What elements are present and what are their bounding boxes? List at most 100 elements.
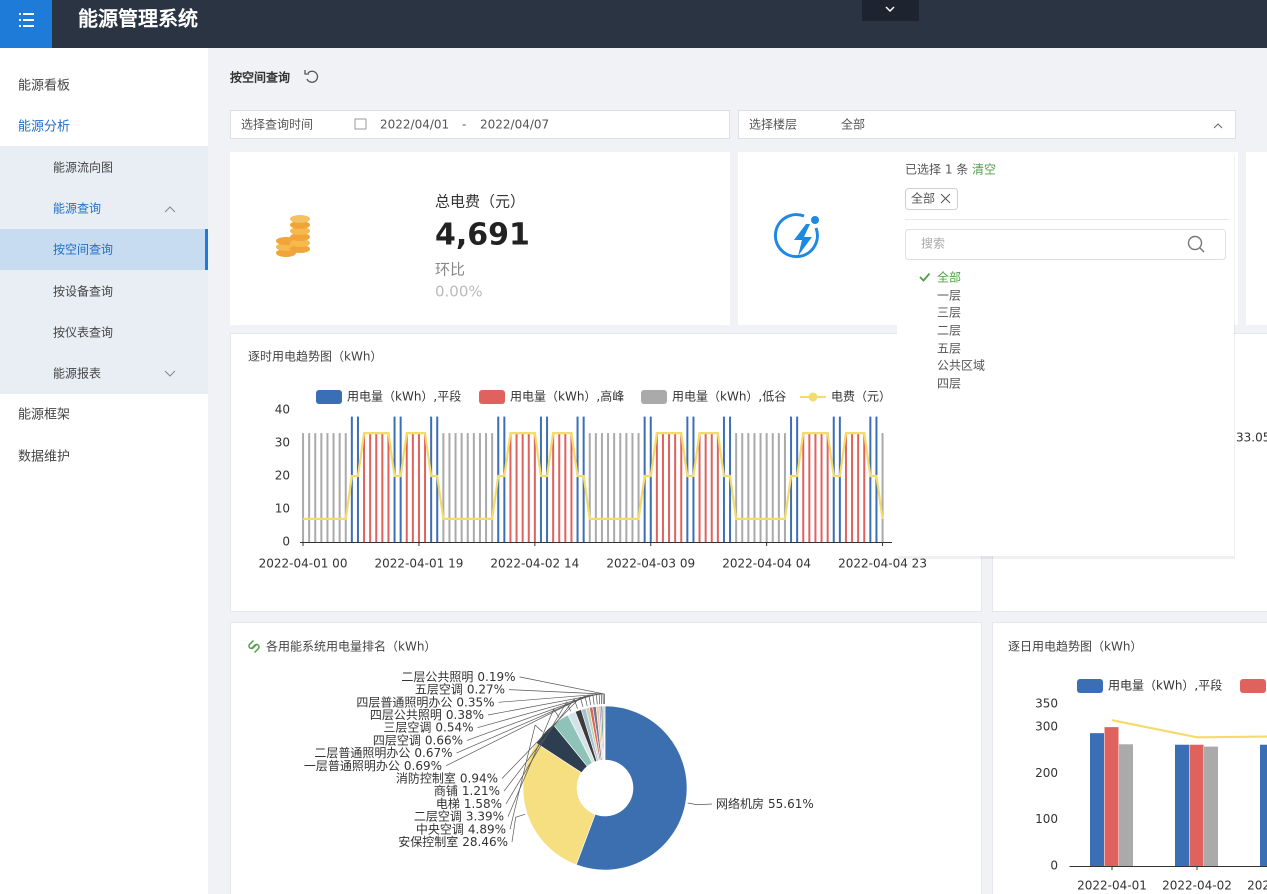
date-start: 2022/04/01 bbox=[380, 118, 449, 132]
bar bbox=[516, 433, 518, 542]
hidden-chart-label: 33.05 bbox=[1236, 431, 1267, 445]
menu-item[interactable]: 按设备查询 bbox=[53, 285, 113, 299]
pie-label-value: 0.66% bbox=[425, 733, 463, 747]
bar bbox=[662, 433, 664, 542]
power-dot bbox=[811, 216, 819, 224]
selected-tag[interactable]: 全部 bbox=[906, 189, 958, 210]
dropdown-option[interactable]: 四层 bbox=[937, 377, 961, 391]
pie-label: 五层空调 0.27% bbox=[415, 682, 505, 696]
app-title: 能源管理系统 bbox=[78, 7, 198, 31]
legend-swatch bbox=[641, 390, 667, 404]
bar bbox=[558, 433, 560, 542]
bar bbox=[760, 433, 762, 542]
bar bbox=[308, 433, 310, 542]
bar bbox=[814, 433, 816, 542]
menu-item[interactable]: 按空间查询 bbox=[53, 243, 113, 257]
x-tick-label: 2022-04-01 bbox=[1077, 879, 1147, 893]
bar bbox=[320, 433, 322, 542]
menu-item[interactable]: 能源框架 bbox=[18, 408, 70, 423]
menu-item[interactable]: 能源流向图 bbox=[53, 160, 113, 175]
dropdown-option[interactable]: 一层 bbox=[937, 289, 961, 303]
bar bbox=[686, 417, 688, 542]
pie-label: 四层空调0.66% bbox=[373, 733, 463, 747]
pie-label-name: 二层公共照明 bbox=[401, 669, 473, 683]
bar bbox=[418, 433, 420, 542]
menu-item[interactable]: 按仪表查询 bbox=[53, 326, 113, 340]
stat-title: 总电费（元） bbox=[435, 193, 525, 211]
floor-filter-label: 选择楼层 bbox=[749, 117, 797, 132]
bar bbox=[808, 433, 810, 542]
bar bbox=[400, 417, 402, 542]
search-box[interactable]: 搜索 bbox=[906, 230, 1226, 260]
bar bbox=[375, 433, 377, 542]
pie-label: 二层公共照明0.19% bbox=[401, 669, 515, 683]
dropdown-option[interactable]: 公共区域 bbox=[937, 359, 985, 373]
selected-count: 已选择 1 条 bbox=[905, 163, 968, 177]
pie-label-value: 0.27% bbox=[467, 682, 505, 696]
bar bbox=[534, 433, 536, 542]
bar bbox=[845, 433, 847, 542]
bar bbox=[839, 417, 841, 542]
dropdown-option[interactable]: 三层 bbox=[937, 306, 961, 320]
menu-item[interactable]: 能源看板 bbox=[18, 78, 70, 94]
pie-label-value: 3.39% bbox=[466, 809, 504, 823]
bar bbox=[717, 433, 719, 542]
bar bbox=[723, 417, 725, 542]
floor-filter[interactable]: 选择楼层 全部 bbox=[739, 111, 1236, 139]
legend-label: 用电量（kWh）,高峰 bbox=[510, 389, 624, 404]
bar bbox=[674, 433, 676, 542]
bar bbox=[467, 433, 469, 542]
header-toggle[interactable] bbox=[862, 0, 919, 21]
pie-label-name: 五层空调 bbox=[415, 682, 463, 696]
x-tick-label: 2022-04-01 19 bbox=[375, 557, 464, 571]
time-filter-label: 选择查询时间 bbox=[241, 118, 313, 132]
menu-item[interactable]: 数据维护 bbox=[18, 450, 70, 465]
legend-label: 用电量（kWh）,平段 bbox=[347, 389, 461, 404]
menu-button[interactable] bbox=[0, 0, 52, 48]
bar bbox=[711, 433, 713, 542]
time-filter[interactable]: 选择查询时间 2022/04/01 - 2022/04/07 bbox=[231, 111, 730, 139]
bar bbox=[741, 433, 743, 542]
bar bbox=[619, 433, 621, 542]
pie-label-value: 0.69% bbox=[404, 758, 442, 772]
dropdown-option[interactable]: 二层 bbox=[937, 324, 961, 338]
clear-button[interactable]: 清空 bbox=[972, 163, 996, 177]
bar bbox=[1190, 745, 1204, 866]
x-tick-label: 2022-04-02 14 bbox=[490, 557, 579, 571]
stat-compare: 0.00% bbox=[435, 283, 483, 301]
menu-item[interactable]: 能源查询 bbox=[53, 202, 101, 216]
pie-label: 三层空调0.54% bbox=[383, 720, 473, 734]
bar bbox=[509, 433, 511, 542]
pie-label: 四层公共照明0.38% bbox=[370, 708, 484, 722]
y-tick-label: 30 bbox=[275, 436, 290, 450]
bar bbox=[857, 433, 859, 542]
y-tick-label: 100 bbox=[1035, 812, 1058, 826]
search-placeholder: 搜索 bbox=[921, 236, 945, 251]
bar bbox=[851, 433, 853, 542]
bar bbox=[363, 433, 365, 542]
bar bbox=[1105, 727, 1119, 866]
bar bbox=[656, 433, 658, 542]
stat-compare-label: 环比 bbox=[435, 261, 465, 279]
bar bbox=[430, 417, 432, 542]
bar bbox=[650, 417, 652, 542]
menu-button-bg bbox=[0, 0, 52, 48]
legend-swatch bbox=[479, 390, 505, 404]
bar bbox=[473, 433, 475, 542]
floor-dropdown: 已选择 1 条 清空 全部 搜索 全部 一层 三层 二层 五层 公共区域 四层 bbox=[897, 152, 1235, 559]
pie-label-value: 0.67% bbox=[414, 746, 452, 760]
bar bbox=[827, 433, 829, 542]
x-tick-label: 2022-04-03 bbox=[1247, 879, 1267, 893]
menu-item[interactable]: 能源分析 bbox=[18, 120, 70, 135]
bar bbox=[406, 433, 408, 542]
pie-label: 电梯1.58% bbox=[436, 796, 502, 810]
dropdown-option[interactable]: 全部 bbox=[937, 270, 961, 285]
y-tick-label: 10 bbox=[275, 502, 290, 516]
stat-value: 4,691 bbox=[435, 218, 530, 253]
bar bbox=[1175, 745, 1189, 866]
menu-item[interactable]: 能源报表 bbox=[53, 366, 101, 381]
bar bbox=[1204, 747, 1218, 866]
dropdown-option[interactable]: 五层 bbox=[937, 342, 961, 356]
